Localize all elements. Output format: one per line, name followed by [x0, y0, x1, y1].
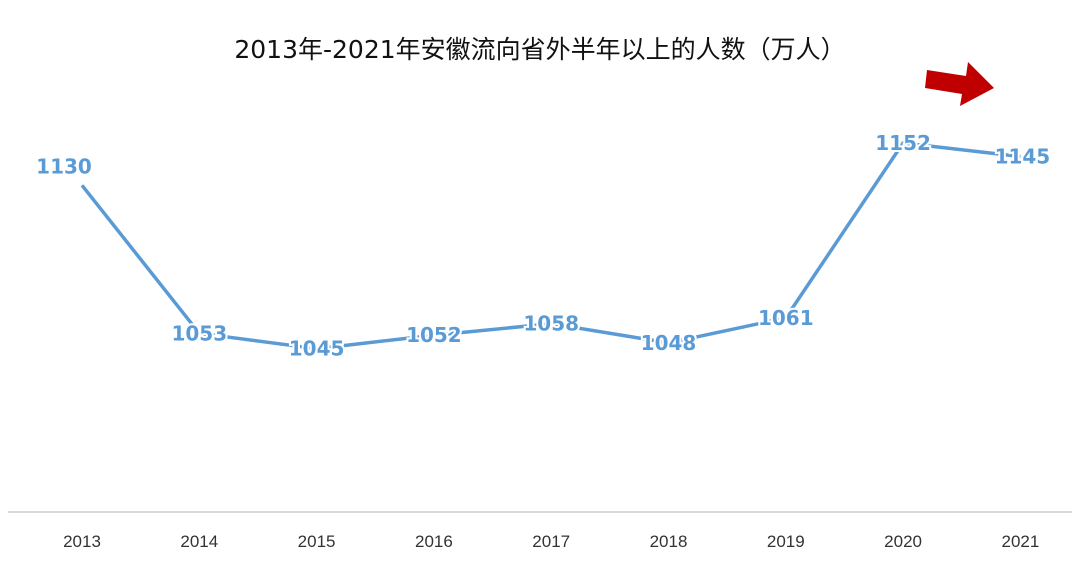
x-tick-label: 2014	[180, 532, 218, 551]
data-label: 1053	[171, 321, 227, 345]
data-label: 1058	[523, 312, 579, 336]
x-tick-label: 2013	[63, 532, 101, 551]
data-label: 1048	[641, 331, 697, 355]
data-label: 1145	[995, 144, 1051, 168]
x-tick-label: 2019	[767, 532, 805, 551]
series-line	[80, 141, 1021, 351]
x-tick-label: 2017	[532, 532, 570, 551]
x-tick-label: 2015	[298, 532, 336, 551]
x-tick-label: 2018	[650, 532, 688, 551]
x-tick-label: 2021	[1001, 532, 1039, 551]
x-tick-label: 2020	[884, 532, 922, 551]
data-label: 1045	[289, 337, 345, 361]
x-tick-label: 2016	[415, 532, 453, 551]
chart-title: 2013年-2021年安徽流向省外半年以上的人数（万人）	[234, 35, 846, 64]
data-label: 1061	[758, 306, 814, 330]
data-label: 1052	[406, 323, 462, 347]
data-label: 1152	[875, 131, 931, 155]
data-label: 1130	[36, 154, 92, 178]
red-right-arrow-icon	[925, 62, 994, 106]
